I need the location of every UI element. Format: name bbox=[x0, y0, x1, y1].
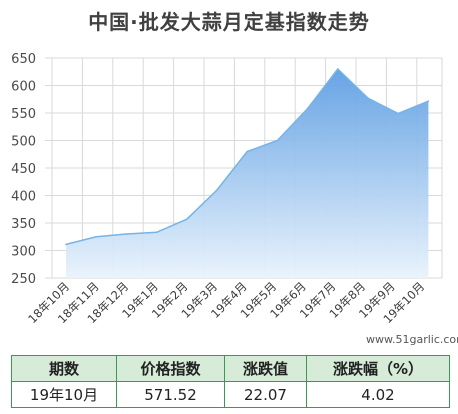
header-change-percent: 涨跌幅（%） bbox=[306, 355, 450, 382]
x-axis-ticks: 18年10月18年11月18年12月19年1月19年2月19年3月19年4月19… bbox=[25, 279, 427, 326]
header-change-value: 涨跌值 bbox=[224, 355, 307, 382]
data-point-8 bbox=[306, 107, 309, 110]
data-point-2 bbox=[125, 233, 128, 235]
data-point-10 bbox=[367, 97, 369, 99]
table-row: 19年10月 571.52 22.07 4.02 bbox=[11, 381, 450, 408]
cell-change-value: 22.07 bbox=[224, 381, 307, 408]
y-tick-label: 300 bbox=[11, 245, 36, 260]
data-point-4 bbox=[186, 218, 188, 220]
data-point-6 bbox=[246, 150, 248, 153]
y-tick-label: 500 bbox=[11, 135, 36, 150]
table-header-row: 期数 价格指数 涨跌值 涨跌幅（%） bbox=[11, 355, 450, 382]
y-tick-label: 650 bbox=[11, 52, 36, 67]
area-fill bbox=[66, 69, 429, 278]
data-point-5 bbox=[216, 189, 218, 191]
data-point-9 bbox=[337, 68, 339, 70]
watermark: www.51garlic.com bbox=[366, 333, 458, 346]
cell-period: 19年10月 bbox=[11, 381, 117, 408]
cell-change-percent: 4.02 bbox=[306, 381, 450, 408]
data-point-11 bbox=[397, 112, 400, 115]
summary-table: 期数 价格指数 涨跌值 涨跌幅（%） 19年10月 571.52 22.07 4… bbox=[11, 355, 450, 408]
y-tick-label: 250 bbox=[11, 272, 36, 287]
cell-price-index: 571.52 bbox=[116, 381, 225, 408]
y-tick-label: 550 bbox=[11, 107, 36, 122]
area-chart: 250 300 350 400 450 500 550 600 650 18年10月18年11月… bbox=[11, 52, 443, 326]
chart-title: 中国·批发大蒜月定基指数走势 bbox=[88, 10, 370, 34]
data-point-1 bbox=[95, 236, 97, 238]
data-point-0 bbox=[65, 243, 67, 246]
y-tick-label: 400 bbox=[11, 190, 36, 205]
header-price-index: 价格指数 bbox=[116, 355, 225, 382]
y-tick-label: 600 bbox=[11, 80, 36, 95]
y-axis-ticks: 250 300 350 400 450 500 550 600 650 bbox=[11, 52, 36, 287]
data-point-12 bbox=[427, 100, 430, 102]
y-tick-label: 350 bbox=[11, 217, 36, 232]
data-point-3 bbox=[155, 231, 158, 234]
header-period: 期数 bbox=[11, 355, 117, 382]
y-tick-label: 450 bbox=[11, 162, 36, 177]
data-point-7 bbox=[276, 139, 279, 142]
